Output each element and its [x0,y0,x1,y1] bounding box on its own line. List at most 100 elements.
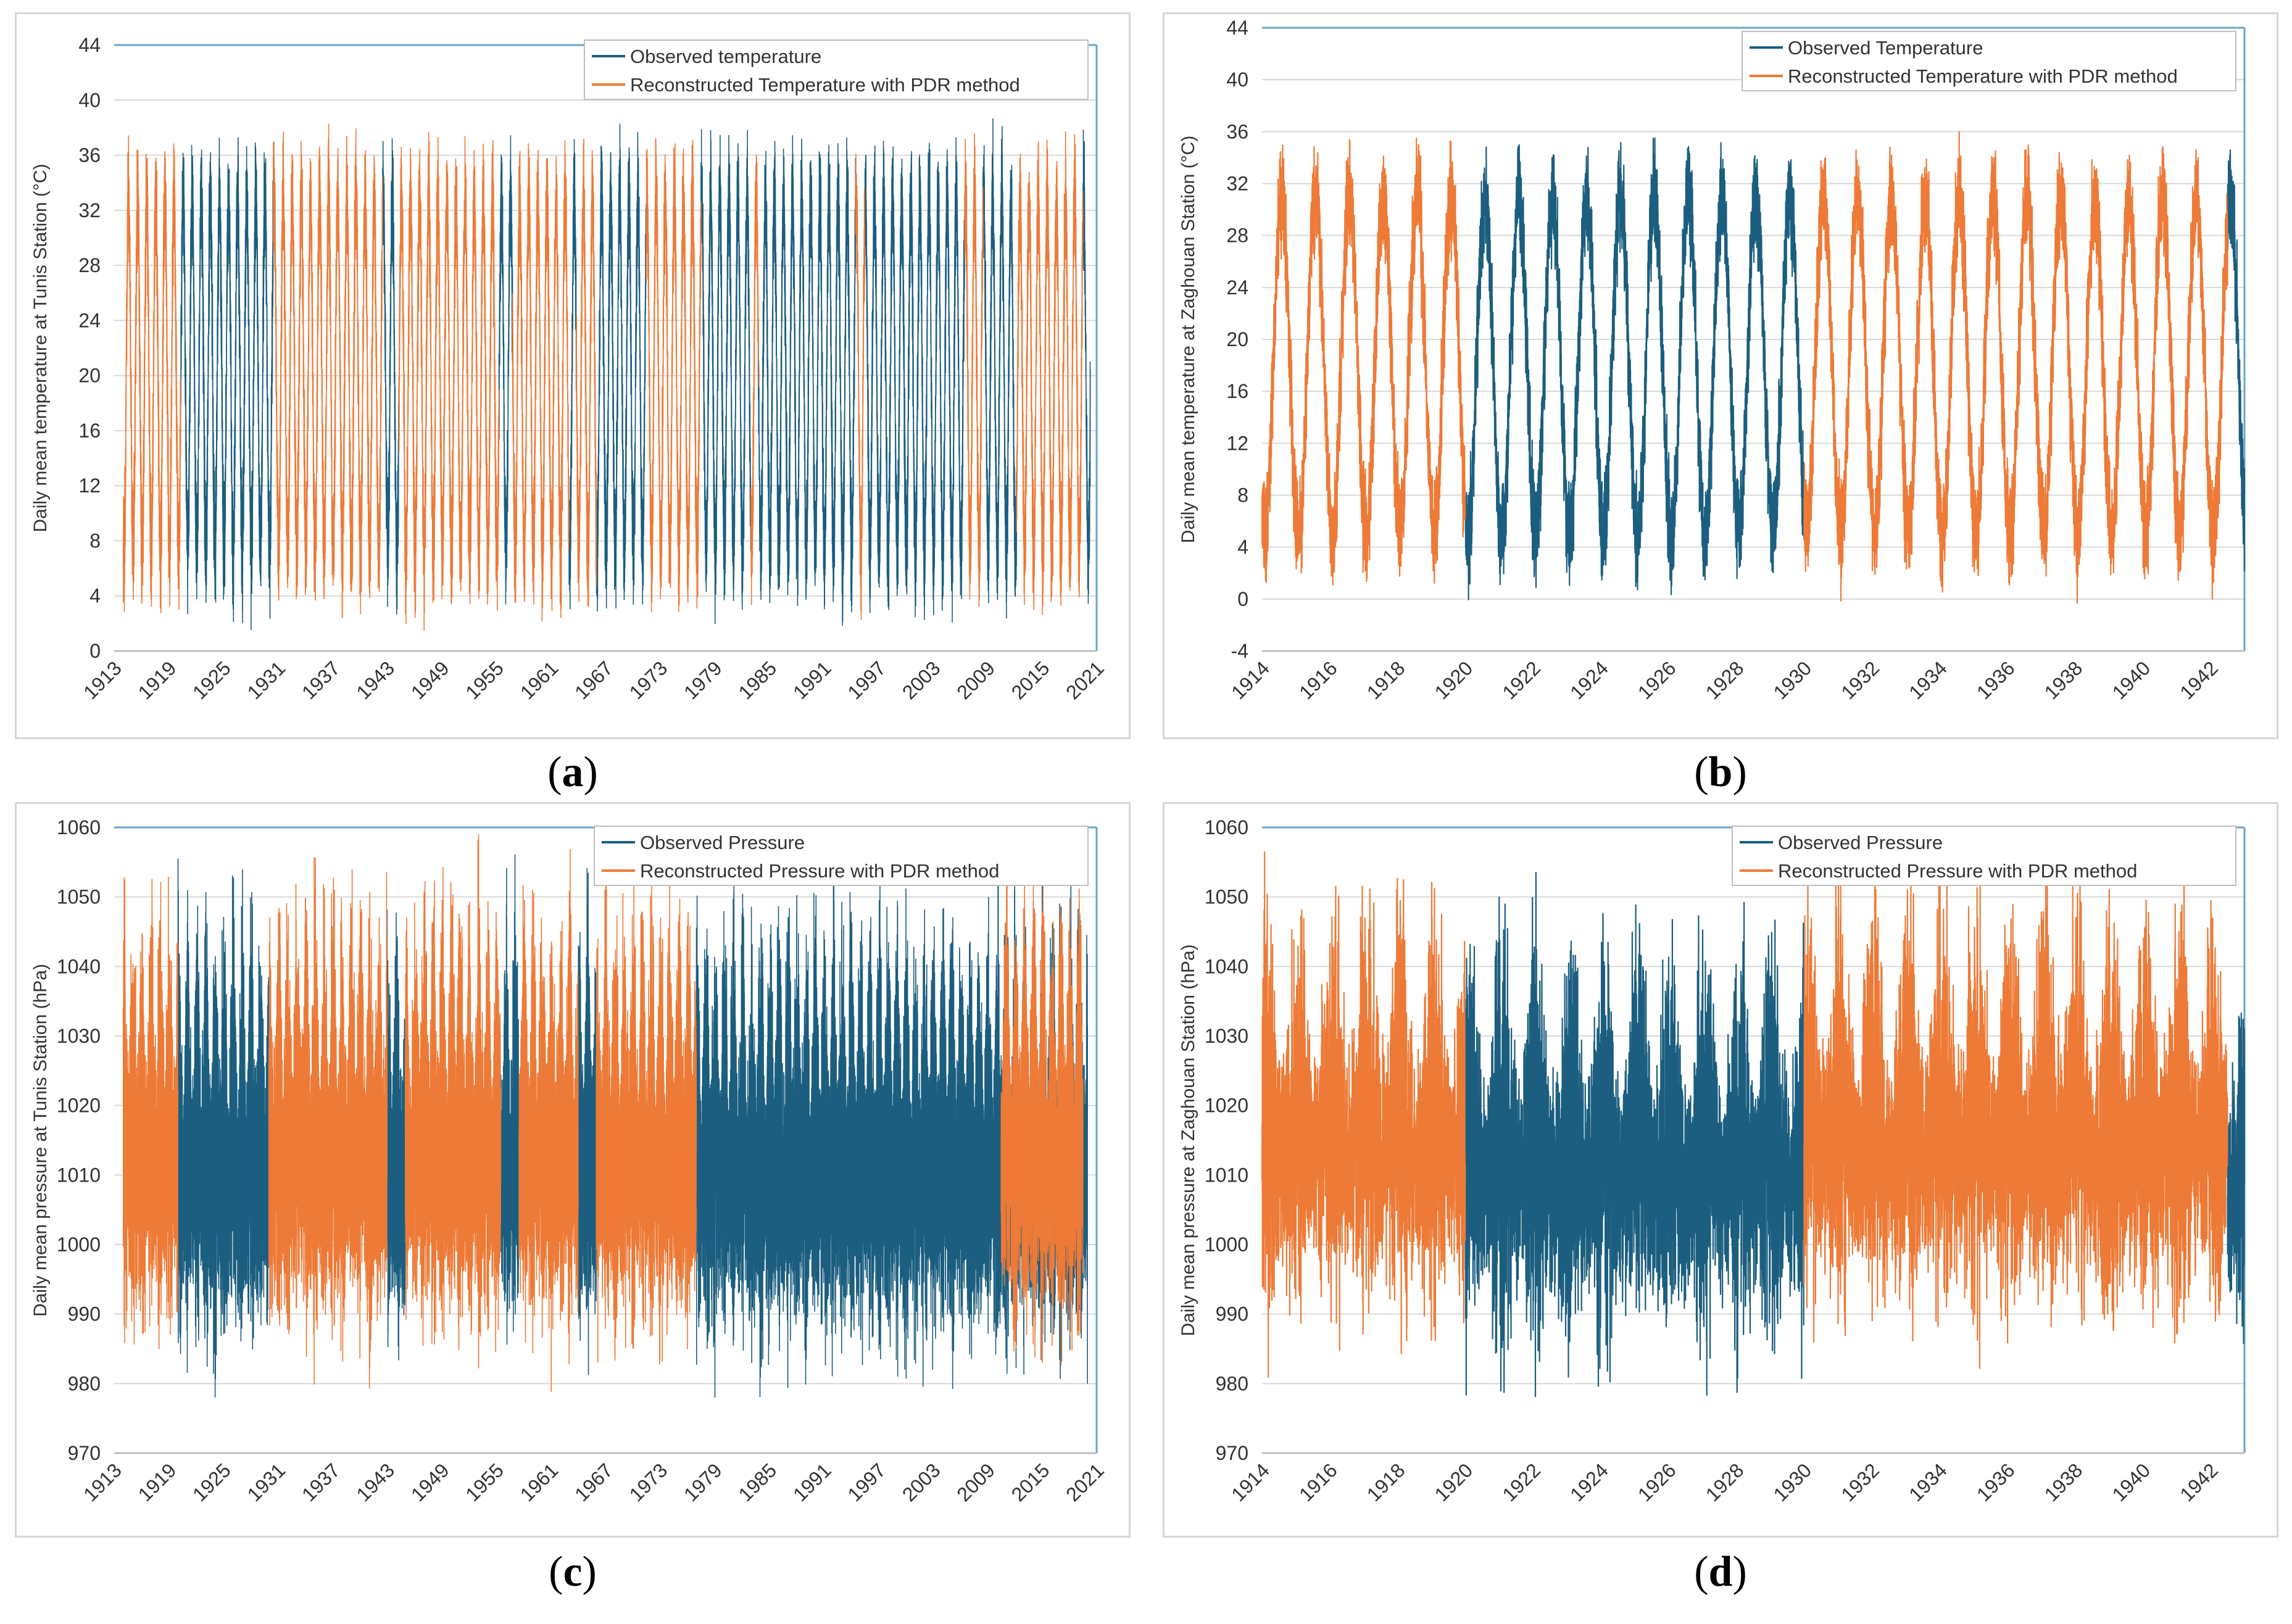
x-tick-label: 1937 [297,1459,344,1506]
y-tick-label: 20 [78,365,101,387]
x-tick-label: 1913 [79,1459,126,1506]
x-tick-label: 2015 [1007,1459,1054,1506]
x-tick-label: 1940 [2107,1459,2154,1506]
series-line-rec [273,123,383,618]
y-tick-label: 980 [68,1372,101,1394]
y-tick-label: 1050 [57,886,101,908]
x-tick-label: 1961 [516,1459,563,1506]
x-tick-label: 1973 [625,657,672,703]
y-tick-label: 1060 [57,816,101,839]
x-tick-label: 1991 [789,1459,836,1506]
series-line-rec [268,856,388,1389]
y-tick-label: 20 [1226,328,1248,350]
series-line-rec [964,133,984,607]
y-axis-label: Daily mean temperature at Tunis Station … [30,164,51,532]
x-tick-label: 2021 [1061,657,1108,703]
y-tick-label: 24 [1226,276,1248,299]
legend-label: Observed Pressure [640,832,805,853]
x-tick-label: 1940 [2107,657,2154,703]
x-tick-label: 1943 [352,657,399,703]
series-line-rec [1261,851,1466,1378]
y-tick-label: 40 [78,89,101,111]
y-tick-label: 8 [89,529,101,552]
legend-label: Reconstructed Pressure with PDR method [1778,860,2137,882]
chart-c-svg: 970 980 990 1000 1010 1020 1030 1040 1050 1060 Dai… [30,816,1108,1506]
legend-label: Observed temperature [630,46,821,67]
series-line-rec [122,876,178,1349]
x-tick-label: 1938 [2040,657,2087,703]
x-tick-label: 1934 [1904,1459,1951,1506]
y-tick-label: 16 [78,420,101,442]
x-tick-label: 1922 [1498,657,1545,703]
x-tick-label: 1973 [625,1459,672,1506]
y-tick-label: 1010 [1205,1164,1248,1186]
chart-panel-c: 970 980 990 1000 1010 1020 1030 1040 1050 1060 Dai… [15,802,1131,1538]
series-line-rec [512,140,570,622]
x-tick-label: 1914 [1227,657,1274,703]
x-tick-label: 2009 [952,657,999,703]
legend-box [584,39,1089,100]
x-tick-label: 2015 [1007,657,1054,703]
legend-label: Reconstructed Temperature with PDR metho… [630,74,1020,96]
x-tick-label: 1920 [1430,1459,1477,1506]
y-tick-label: 44 [78,34,101,56]
x-tick-label: 1938 [2040,1459,2087,1506]
x-tick-label: 1932 [1837,1459,1883,1506]
y-tick-label: 970 [68,1442,101,1464]
legend-label: Reconstructed Temperature with PDR metho… [1788,65,2178,87]
series-line-obs [386,909,406,1361]
y-tick-label: 980 [1216,1372,1248,1394]
y-tick-label: -4 [1231,640,1248,662]
y-tick-label: 4 [89,585,101,607]
series-line-obs [2227,1013,2245,1344]
x-tick-label: 1936 [1972,1459,2019,1506]
y-tick-label: 16 [1226,380,1248,402]
chart-b-svg: -4 0 4 8 12 16 20 24 28 32 36 40 44 Daily mean temper… [1178,17,2246,703]
x-tick-label: 1928 [1701,657,1748,703]
series-line-obs [382,138,400,615]
x-tick-label: 2021 [1061,1459,1108,1506]
y-tick-label: 1040 [1205,955,1248,977]
series-line-obs [177,858,270,1398]
legend-box [594,826,1089,886]
y-tick-label: 1000 [57,1233,101,1256]
y-tick-label: 12 [78,474,101,497]
x-tick-label: 1914 [1227,1459,1274,1506]
series-line-obs [700,129,752,624]
x-tick-label: 1949 [407,1459,454,1506]
y-tick-label: 990 [1216,1303,1248,1325]
series-line-rec [596,851,697,1365]
y-axis-label: Daily mean temperature at Zaghouan Stati… [1178,136,1198,544]
x-tick-label: 1918 [1363,1459,1410,1506]
y-tick-label: 32 [78,199,101,222]
x-tick-label: 1961 [516,657,563,703]
series-line-obs [1464,872,1805,1398]
legend-box [1732,826,2236,886]
x-tick-label: 1979 [679,1459,726,1506]
x-tick-label: 1936 [1972,657,2019,703]
y-axis-label: Daily mean pressure at Tunis Station (hP… [30,964,51,1317]
y-tick-label: 40 [1226,68,1248,91]
chart-a-svg: 0 4 8 12 16 20 24 28 32 36 40 44 Daily mean temperat… [30,34,1108,703]
x-tick-label: 1916 [1295,657,1342,703]
x-tick-label: 1949 [407,657,454,703]
caption-c: (c) [549,1548,597,1596]
y-tick-label: 28 [78,254,101,276]
x-tick-label: 1913 [79,657,126,703]
y-tick-label: 24 [78,309,101,331]
y-tick-label: 1000 [1205,1233,1248,1256]
series-line-rec [398,131,500,631]
x-tick-label: 2003 [898,657,945,703]
legend-label: Observed Pressure [1778,832,1943,853]
chart-panel-a: 0 4 8 12 16 20 24 28 32 36 40 44 Daily mean temperat… [15,12,1131,739]
x-tick-label: 1985 [734,1459,781,1506]
series-line-rec [646,138,702,613]
y-tick-label: 36 [1226,120,1248,143]
legend-label: Reconstructed Pressure with PDR method [640,860,999,882]
series-line-rec [1261,138,1466,586]
x-tick-label: 1928 [1701,1459,1748,1506]
x-tick-label: 1934 [1904,657,1951,703]
series-line-rec [1016,131,1084,616]
series-line-rec [750,154,759,605]
chart-d-svg: 970 980 990 1000 1010 1020 1030 1040 1050 1060 Dai… [1178,816,2246,1506]
